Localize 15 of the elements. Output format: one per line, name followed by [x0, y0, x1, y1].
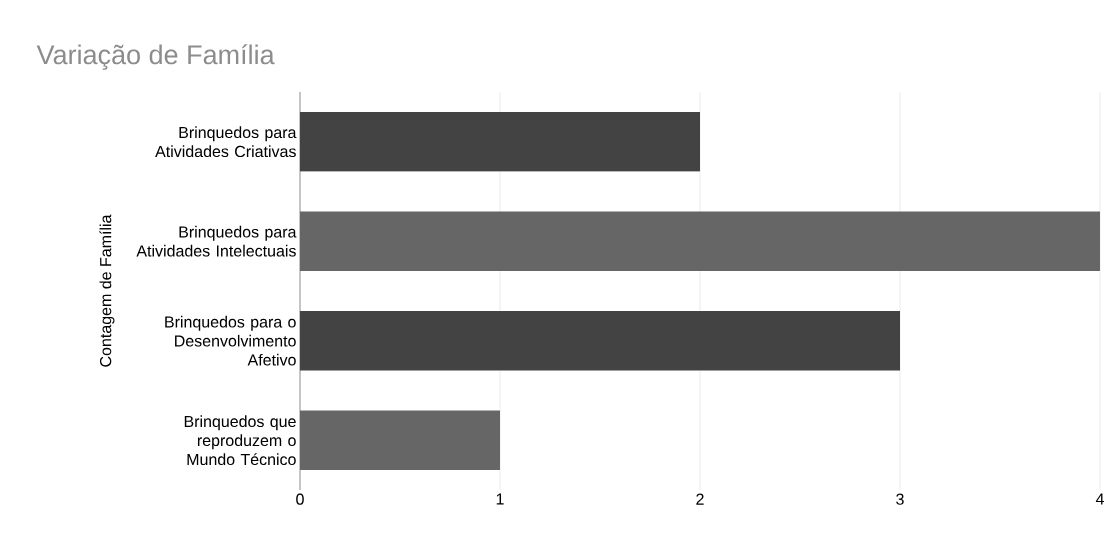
- bar: [300, 310, 900, 371]
- x-tick-label: 4: [1095, 493, 1104, 505]
- y-tick-label: Brinquedos para o Desenvolvimento Afetivo: [165, 315, 296, 366]
- bar: [300, 211, 1100, 272]
- bar: [300, 111, 700, 172]
- x-tick-label: 2: [696, 493, 704, 505]
- y-axis-title: Contagem de Família: [99, 214, 115, 367]
- y-tick-label: Brinquedos que reproduzem o Mundo Técnico: [184, 415, 296, 466]
- x-tick-label: 1: [496, 493, 504, 505]
- chart-title: Variação de Família: [36, 44, 275, 70]
- y-tick-label: Brinquedos para Atividades Intelectuais: [136, 225, 297, 257]
- bar: [300, 410, 500, 471]
- y-tick-label: Brinquedos para Atividades Criativas: [155, 126, 297, 158]
- x-tick-label: 3: [896, 493, 904, 505]
- x-tick-label: 0: [296, 493, 304, 505]
